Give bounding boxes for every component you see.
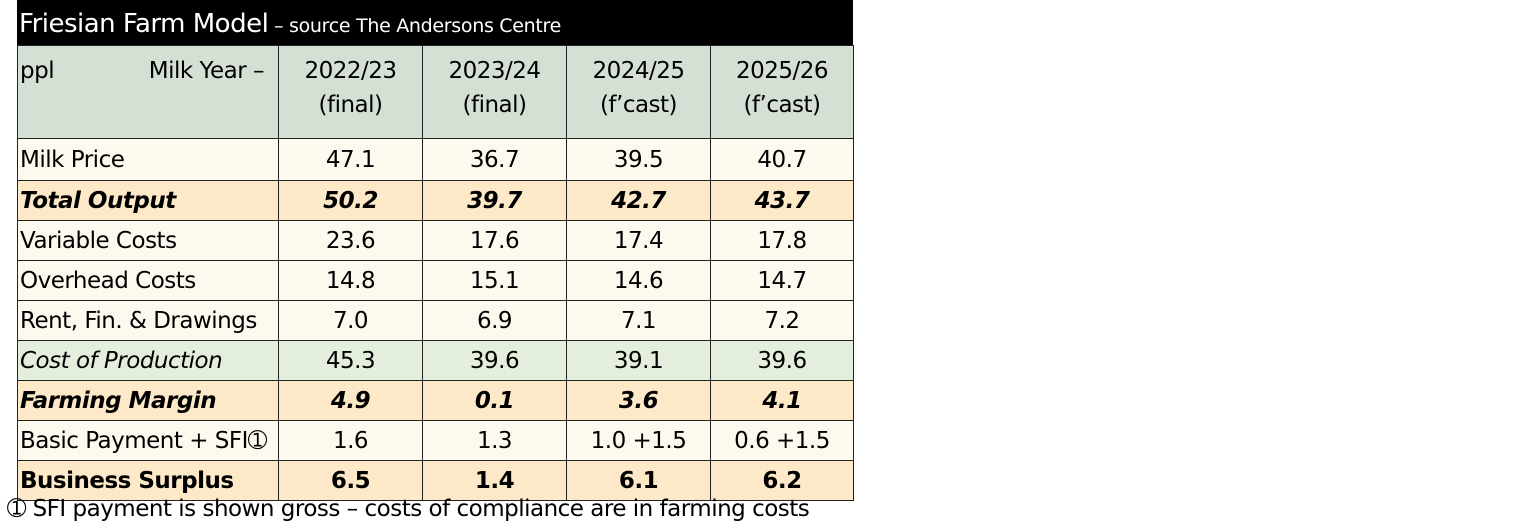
year-status: (f’cast) bbox=[743, 92, 821, 118]
value-cell: 47.1 bbox=[278, 138, 423, 181]
value-cell: 39.5 bbox=[566, 138, 711, 181]
year-label: 2025/26 bbox=[735, 58, 829, 84]
row-label: Business Surplus bbox=[17, 460, 279, 501]
value-cell: 14.7 bbox=[710, 260, 854, 301]
value-cell: 1.6 bbox=[278, 420, 423, 461]
title-main: Friesian Farm Model bbox=[19, 9, 269, 39]
value-cell: 39.6 bbox=[710, 340, 854, 381]
value-cell: 17.8 bbox=[710, 220, 854, 261]
year-header-cell: 2023/24 (final) bbox=[422, 45, 567, 139]
row-label: Farming Margin bbox=[17, 380, 279, 421]
value-cell: 1.4 bbox=[422, 460, 567, 501]
footnote: ➀ SFI payment is shown gross – costs of … bbox=[7, 496, 810, 522]
year-label: 2022/23 bbox=[304, 58, 397, 84]
value-cell: 0.6 +1.5 bbox=[710, 420, 854, 461]
year-header-cell: 2022/23 (final) bbox=[278, 45, 423, 139]
value-cell: 15.1 bbox=[422, 260, 567, 301]
value-cell: 6.5 bbox=[278, 460, 423, 501]
value-cell: 3.6 bbox=[566, 380, 711, 421]
value-cell: 7.2 bbox=[710, 300, 854, 341]
header-label-cell: ppl Milk Year – bbox=[17, 45, 279, 139]
unit-label: ppl bbox=[20, 58, 55, 84]
value-cell: 14.8 bbox=[278, 260, 423, 301]
table-row: Milk Price 47.1 36.7 39.5 40.7 bbox=[17, 138, 854, 181]
value-cell: 40.7 bbox=[710, 138, 854, 181]
value-cell: 50.2 bbox=[278, 180, 423, 221]
row-label: Total Output bbox=[17, 180, 279, 221]
value-cell: 23.6 bbox=[278, 220, 423, 261]
value-cell: 1.3 bbox=[422, 420, 567, 461]
row-label: Basic Payment + SFI➀ bbox=[17, 420, 279, 461]
value-cell: 42.7 bbox=[566, 180, 711, 221]
year-label: 2023/24 bbox=[448, 58, 541, 84]
row-label: Overhead Costs bbox=[17, 260, 279, 301]
header-row: ppl Milk Year – 2022/23 (final) 2023/24 (f… bbox=[17, 45, 854, 139]
table-row: Basic Payment + SFI➀ 1.6 1.3 1.0 +1.5 0.… bbox=[17, 420, 854, 461]
value-cell: 39.1 bbox=[566, 340, 711, 381]
value-cell: 17.4 bbox=[566, 220, 711, 261]
value-cell: 39.6 bbox=[422, 340, 567, 381]
value-cell: 7.1 bbox=[566, 300, 711, 341]
table-title: Friesian Farm Model – source The Anderso… bbox=[17, 0, 853, 45]
value-cell: 45.3 bbox=[278, 340, 423, 381]
value-cell: 7.0 bbox=[278, 300, 423, 341]
row-label: Cost of Production bbox=[17, 340, 279, 381]
value-cell: 6.9 bbox=[422, 300, 567, 341]
table-row: Variable Costs 23.6 17.6 17.4 17.8 bbox=[17, 220, 854, 261]
value-cell: 43.7 bbox=[710, 180, 854, 221]
row-label: Milk Price bbox=[17, 138, 279, 181]
table-row: Cost of Production 45.3 39.6 39.1 39.6 bbox=[17, 340, 854, 381]
table-row: Business Surplus 6.5 1.4 6.1 6.2 bbox=[17, 460, 854, 501]
table-row: Overhead Costs 14.8 15.1 14.6 14.7 bbox=[17, 260, 854, 301]
row-label: Variable Costs bbox=[17, 220, 279, 261]
year-header-cell: 2024/25 (f’cast) bbox=[566, 45, 711, 139]
table-row: Total Output 50.2 39.7 42.7 43.7 bbox=[17, 180, 854, 221]
year-status: (final) bbox=[462, 92, 528, 118]
value-cell: 14.6 bbox=[566, 260, 711, 301]
year-status: (final) bbox=[318, 92, 384, 118]
milk-year-label: Milk Year – bbox=[148, 58, 265, 84]
year-header-cell: 2025/26 (f’cast) bbox=[710, 45, 854, 139]
value-cell: 4.9 bbox=[278, 380, 423, 421]
value-cell: 1.0 +1.5 bbox=[566, 420, 711, 461]
table-row: Rent, Fin. & Drawings 7.0 6.9 7.1 7.2 bbox=[17, 300, 854, 341]
year-label: 2024/25 bbox=[592, 58, 685, 84]
farm-model-table: ppl Milk Year – 2022/23 (final) 2023/24 (f… bbox=[17, 45, 854, 501]
year-status: (f’cast) bbox=[599, 92, 678, 118]
value-cell: 17.6 bbox=[422, 220, 567, 261]
title-source: – source The Andersons Centre bbox=[268, 15, 562, 37]
value-cell: 36.7 bbox=[422, 138, 567, 181]
value-cell: 6.1 bbox=[566, 460, 711, 501]
table-row: Farming Margin 4.9 0.1 3.6 4.1 bbox=[17, 380, 854, 421]
value-cell: 39.7 bbox=[422, 180, 567, 221]
value-cell: 6.2 bbox=[710, 460, 854, 501]
value-cell: 0.1 bbox=[422, 380, 567, 421]
value-cell: 4.1 bbox=[710, 380, 854, 421]
row-label: Rent, Fin. & Drawings bbox=[17, 300, 279, 341]
